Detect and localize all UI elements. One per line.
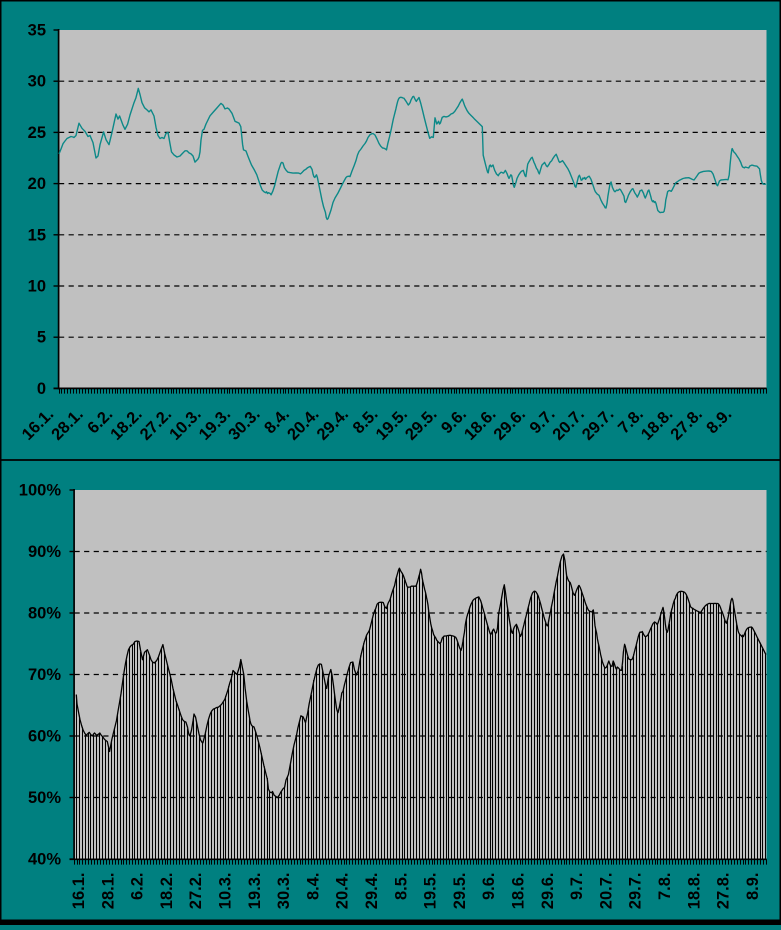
svg-text:19.5.: 19.5. [422, 873, 440, 910]
svg-text:27.8.: 27.8. [715, 873, 733, 910]
svg-text:20.7.: 20.7. [597, 873, 615, 910]
svg-text:29.4.: 29.4. [363, 873, 381, 910]
svg-text:80%: 80% [28, 605, 61, 623]
svg-text:70%: 70% [28, 666, 61, 684]
svg-text:60%: 60% [28, 728, 61, 746]
svg-text:16.1.: 16.1. [70, 873, 88, 910]
svg-text:18.8.: 18.8. [685, 873, 703, 910]
svg-text:8.5.: 8.5. [392, 873, 410, 901]
svg-text:50%: 50% [28, 789, 61, 807]
svg-text:90%: 90% [28, 543, 61, 561]
svg-text:10.3.: 10.3. [217, 873, 235, 910]
svg-text:29.7.: 29.7. [627, 873, 645, 910]
svg-text:10: 10 [28, 278, 46, 296]
svg-text:20.4.: 20.4. [334, 873, 352, 910]
svg-text:15: 15 [28, 226, 46, 244]
svg-text:29.6.: 29.6. [539, 873, 557, 910]
svg-text:9.7.: 9.7. [568, 873, 586, 901]
svg-text:35: 35 [28, 22, 46, 40]
svg-text:29.5.: 29.5. [451, 873, 469, 910]
svg-text:8.9.: 8.9. [744, 873, 762, 901]
svg-text:18.2.: 18.2. [158, 873, 176, 910]
svg-text:8.4.: 8.4. [304, 873, 322, 901]
svg-text:40%: 40% [28, 851, 61, 869]
svg-text:9.6.: 9.6. [480, 873, 498, 901]
svg-text:18.6.: 18.6. [510, 873, 528, 910]
svg-text:5: 5 [37, 329, 46, 347]
svg-text:20: 20 [28, 175, 46, 193]
svg-text:100%: 100% [19, 482, 62, 500]
svg-text:30.3.: 30.3. [275, 873, 293, 910]
svg-text:19.3.: 19.3. [246, 873, 264, 910]
svg-text:30: 30 [28, 73, 46, 91]
svg-text:6.2.: 6.2. [129, 873, 147, 901]
svg-text:0: 0 [37, 380, 46, 398]
svg-text:28.1.: 28.1. [99, 873, 117, 910]
svg-text:7.8.: 7.8. [656, 873, 674, 901]
svg-text:25: 25 [28, 124, 46, 142]
svg-text:27.2.: 27.2. [187, 873, 205, 910]
